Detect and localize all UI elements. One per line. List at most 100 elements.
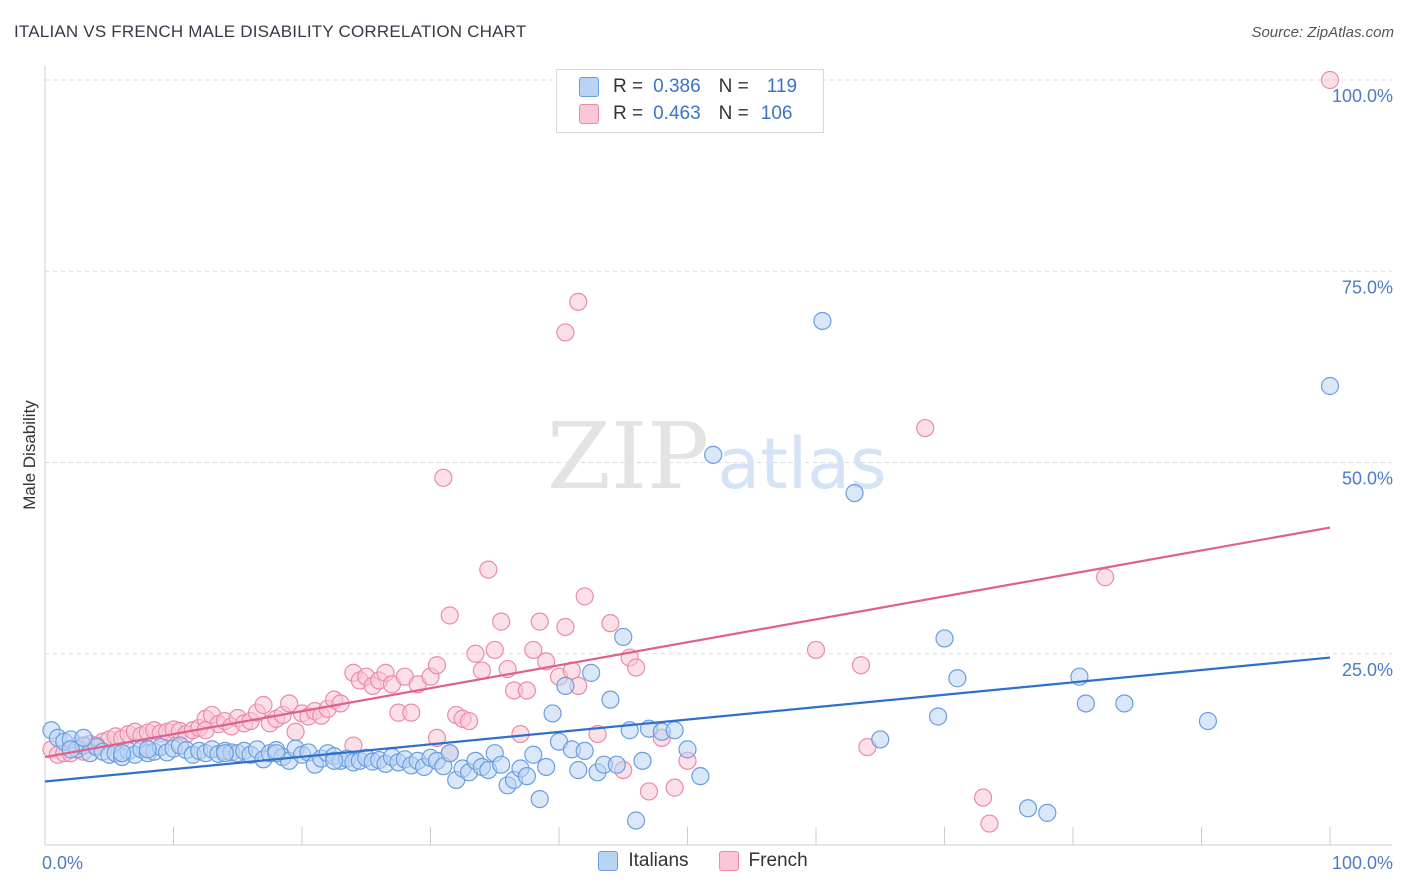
italians-point [267, 744, 286, 763]
french-point [575, 587, 594, 606]
french-point [427, 728, 447, 748]
french-point [626, 658, 646, 677]
french-point [569, 292, 588, 311]
legend-n-label: N = [718, 103, 749, 124]
grid-lines [45, 79, 1392, 655]
french-point [280, 694, 299, 713]
french-point [1096, 568, 1115, 587]
y-tick-label: 75.0% [1342, 277, 1393, 297]
italians-swatch [598, 851, 619, 871]
legend-n-value: 106 [760, 103, 793, 124]
italians-point [530, 789, 549, 809]
french-point [588, 724, 607, 744]
legend-label-italians: Italians [628, 850, 689, 871]
italians-point [112, 744, 132, 763]
french-point [492, 612, 511, 631]
french-point [466, 644, 485, 663]
tick-labels: 25.0% 50.0% 75.0% 100.0% 0.0% 100.0% [42, 86, 1393, 873]
legend-item-french: French [718, 850, 808, 872]
french-point [973, 788, 993, 807]
italians-point [215, 744, 234, 763]
italians-point [74, 728, 93, 748]
italians-swatch [579, 77, 599, 97]
italians-point [543, 704, 562, 723]
french-swatch [718, 851, 739, 871]
french-point [485, 640, 504, 660]
legend-r-label: R = [613, 103, 644, 124]
italians-point [492, 755, 511, 774]
legend-row-french: R = 0.463 N = 106 [579, 101, 792, 127]
french-point [806, 640, 826, 660]
italians-point [556, 676, 575, 695]
italians-point [691, 767, 710, 786]
french-point [530, 612, 549, 631]
italians-trend-line [44, 656, 1331, 783]
series-legend: Italians French [0, 850, 1406, 872]
italians-point [1198, 711, 1218, 731]
italians-point [1320, 376, 1340, 396]
legend-r-value: 0.386 [653, 76, 701, 97]
italians-points [42, 311, 1340, 830]
italians-point [948, 669, 967, 688]
italians-point [601, 690, 620, 709]
italians-point [440, 744, 459, 763]
french-point [517, 681, 536, 700]
correlation-legend: R = 0.386 N = 119 R = 0.463 N = 106 [556, 69, 824, 133]
italians-point [633, 751, 652, 770]
french-point [1320, 70, 1340, 90]
french-point [639, 782, 659, 801]
italians-point [607, 755, 626, 774]
italians-point [1018, 799, 1038, 818]
legend-n-value: 119 [766, 76, 798, 97]
french-point [254, 695, 273, 715]
italians-point [626, 811, 646, 830]
legend-item-italians: Italians [598, 850, 689, 872]
italians-point [569, 760, 588, 780]
legend-n-label: N = [718, 76, 749, 97]
italians-point [325, 751, 344, 770]
italians-point [524, 745, 543, 764]
french-trend-line [44, 526, 1331, 759]
french-point [479, 560, 498, 579]
italians-point [1076, 694, 1095, 713]
french-point [916, 418, 935, 438]
italians-point [1038, 803, 1057, 822]
legend-r-value: 0.463 [653, 103, 701, 124]
italians-point [1115, 694, 1134, 713]
italians-point [871, 730, 890, 749]
french-swatch [579, 104, 599, 124]
legend-label-french: French [748, 850, 808, 871]
watermark-zip: ZIP [547, 403, 709, 510]
italians-point [665, 721, 684, 740]
italians-point [517, 767, 536, 786]
italians-point [928, 707, 948, 726]
legend-r-label: R = [613, 76, 644, 97]
italians-point [813, 311, 832, 331]
y-tick-label: 100.0% [1332, 86, 1393, 106]
french-point [556, 617, 575, 637]
axes [44, 66, 1392, 846]
italians-point [575, 741, 594, 761]
french-point [472, 661, 491, 680]
chart-title: ITALIAN VS FRENCH MALE DISABILITY CORREL… [14, 22, 527, 41]
italians-point [935, 629, 954, 648]
legend-row-italians: R = 0.386 N = 119 [579, 74, 797, 100]
italians-point [582, 663, 601, 682]
french-point [851, 656, 871, 675]
y-tick-label: 25.0% [1342, 660, 1393, 680]
y-axis-label: Male Disability [20, 400, 39, 510]
french-point [524, 640, 543, 660]
french-point [434, 468, 453, 487]
french-point [556, 323, 575, 342]
french-point [402, 703, 421, 722]
trend-lines [44, 526, 1331, 783]
x-tick-label: 100.0% [1332, 853, 1393, 873]
french-point [980, 814, 999, 833]
french-point [427, 656, 447, 675]
source-label: Source: ZipAtlas.com [1251, 24, 1394, 41]
italians-point [704, 445, 723, 464]
y-tick-label: 50.0% [1342, 469, 1393, 489]
french-point [286, 722, 305, 741]
french-point [665, 778, 684, 797]
